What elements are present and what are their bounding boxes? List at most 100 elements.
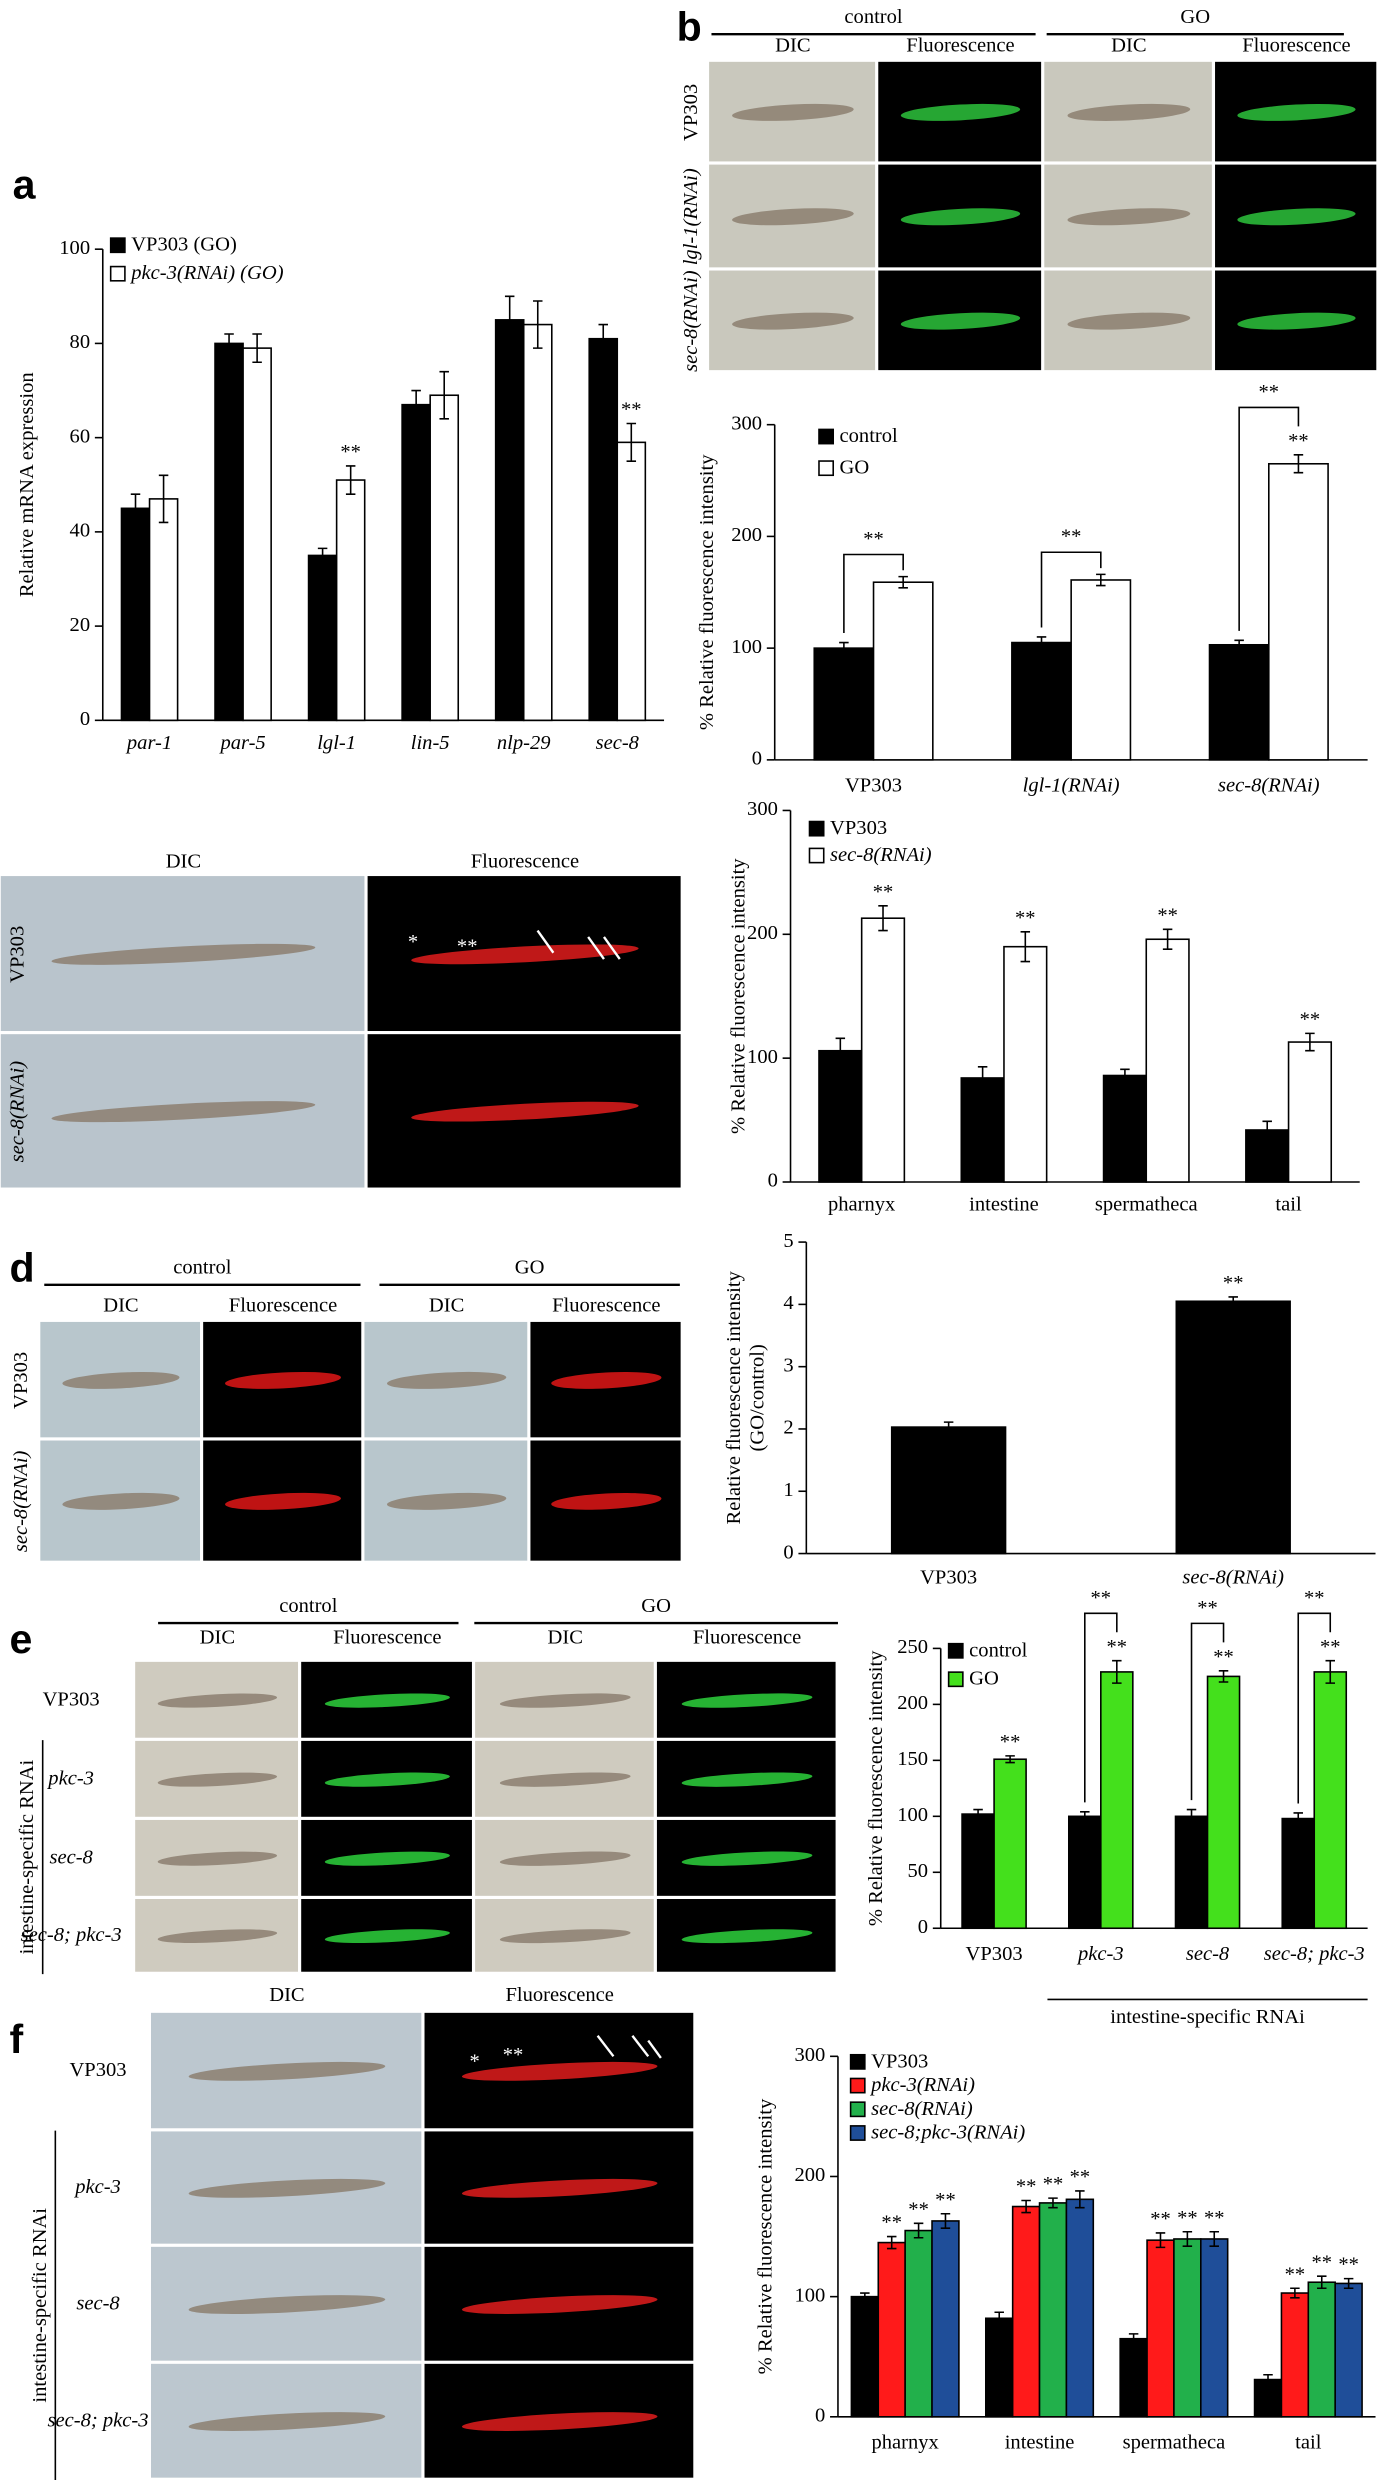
worm	[681, 1851, 813, 1866]
bar	[1003, 945, 1048, 1183]
error-bar	[504, 295, 515, 345]
arrow	[647, 2039, 662, 2059]
x-tick-label: lgl-1	[317, 732, 356, 754]
y-tick-label: 0	[918, 1916, 928, 1938]
worm	[324, 1929, 450, 1944]
error-bar	[224, 333, 234, 354]
bar	[1253, 2378, 1283, 2418]
error-bar	[1182, 2230, 1193, 2247]
bar	[1065, 2198, 1095, 2418]
significance: **	[1300, 1008, 1321, 1030]
column-label: DIC	[166, 850, 201, 872]
worm	[51, 943, 316, 965]
y-tick-label: 100	[59, 237, 90, 259]
bar	[1102, 1074, 1148, 1183]
y-tick-label: 50	[908, 1860, 929, 1882]
column-label: DIC	[775, 35, 810, 57]
significance: **	[935, 2189, 956, 2211]
bar	[522, 323, 553, 722]
legend-swatch	[808, 847, 825, 864]
worm	[1067, 312, 1191, 330]
row-label: VP303	[43, 1688, 100, 1710]
worm	[499, 1929, 631, 1944]
micrograph	[149, 2011, 423, 2130]
bar	[877, 2241, 906, 2418]
bar	[993, 1758, 1027, 1930]
y-tick-label: 3	[783, 1354, 793, 1376]
micrograph	[422, 2245, 695, 2363]
legend-label: control	[840, 425, 898, 447]
y-tick-label: 5	[783, 1230, 793, 1252]
annotation: *	[408, 931, 418, 953]
x-tick-label: par-5	[218, 732, 265, 754]
error-bar	[158, 474, 169, 524]
y-tick-label: 100	[794, 2284, 825, 2306]
legend-swatch	[818, 460, 835, 477]
significance: **	[1311, 2251, 1332, 2273]
row-label: VP303	[7, 926, 29, 983]
error-bar	[1021, 2199, 1031, 2214]
side-label: intestine-specific RNAi	[16, 1760, 38, 1955]
y-tick-label: 4	[783, 1292, 793, 1314]
error-bar	[898, 575, 908, 589]
x-tick-label: par-1	[125, 732, 172, 754]
significance: **	[340, 441, 361, 463]
bar	[813, 647, 875, 761]
significance: **	[881, 2212, 902, 2234]
y-tick-label: 0	[815, 2405, 825, 2427]
row-label: sec-8	[49, 1846, 93, 1868]
group-label: GO	[515, 1257, 545, 1279]
significance: **	[1043, 2173, 1064, 2195]
worm	[1237, 103, 1356, 121]
error-bar	[1155, 2232, 1166, 2249]
y-axis-label: % Relative fluorescence intensity	[728, 858, 750, 1134]
column-label: Fluorescence	[333, 1627, 441, 1649]
error-bar	[973, 1808, 983, 1820]
x-tick-label: tail	[1295, 2431, 1322, 2453]
y-tick-label: 150	[897, 1748, 928, 1770]
y-tick-label: 0	[783, 1541, 793, 1563]
significance: **	[1107, 1636, 1128, 1658]
y-tick-label: 60	[70, 425, 91, 447]
annotation: **	[503, 2044, 524, 2066]
legend-label: sec-8(RNAi)	[871, 2098, 973, 2120]
error-bar	[1112, 1659, 1122, 1684]
row-label: lgl-1(RNAi)	[680, 168, 702, 265]
bar	[1174, 1815, 1209, 1930]
x-tick-label: sec-8	[596, 732, 640, 754]
bracket-significance: **	[1197, 1597, 1218, 1619]
worm	[461, 2061, 658, 2081]
worm	[499, 1772, 631, 1787]
significance: **	[1015, 907, 1036, 929]
arrow	[602, 936, 621, 960]
bar	[850, 2295, 880, 2418]
worm	[461, 2178, 658, 2198]
significance: **	[1177, 2207, 1198, 2229]
arrow	[536, 929, 555, 954]
error-bar	[1325, 1659, 1335, 1684]
legend-swatch	[947, 1642, 964, 1659]
bracket	[1190, 1622, 1225, 1801]
bracket	[1084, 1612, 1118, 1803]
bar	[429, 394, 460, 722]
worm	[681, 1693, 813, 1708]
worm	[51, 1101, 316, 1123]
legend-swatch	[818, 428, 835, 445]
bar	[401, 403, 431, 722]
row-label: VP303	[69, 2059, 126, 2081]
x-tick-label: spermatheca	[1123, 2431, 1226, 2453]
worm	[732, 103, 854, 121]
bar	[1307, 2281, 1336, 2418]
significance: **	[1320, 1636, 1341, 1658]
y-tick-label: 20	[70, 614, 91, 636]
x-tick-label: tail	[1275, 1193, 1302, 1215]
group-label: control	[844, 6, 902, 28]
worm	[62, 1371, 180, 1389]
worm	[900, 103, 1021, 121]
micrograph	[366, 1032, 683, 1190]
bar	[818, 1049, 863, 1183]
worm	[499, 1693, 631, 1708]
significance: **	[1285, 2263, 1306, 2285]
bar	[148, 498, 179, 722]
legend-label: GO	[969, 1668, 999, 1690]
